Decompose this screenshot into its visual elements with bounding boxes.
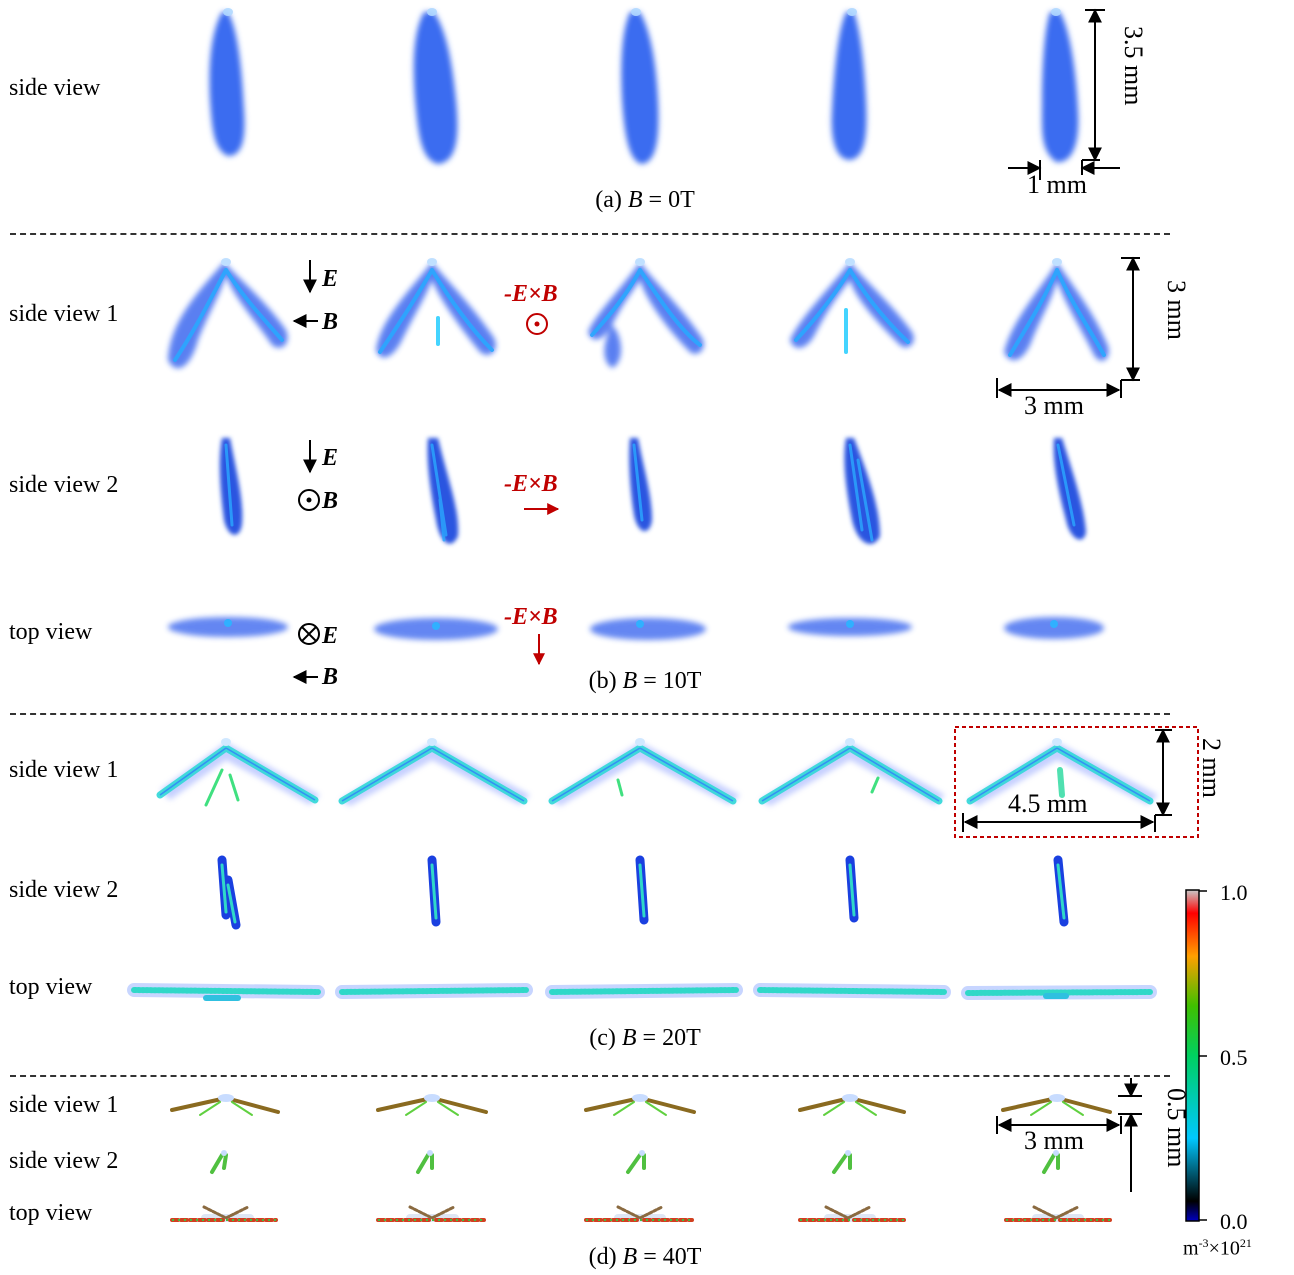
row-label-d-top-view: top view <box>9 1200 93 1226</box>
row-label-a-side-view: side view <box>9 75 101 101</box>
caption-b: (b) B = 10T <box>588 668 702 694</box>
panel-b-side2-plumes <box>219 438 1086 544</box>
field-label-exb-top: -E×B <box>504 604 558 630</box>
colorbar <box>1185 889 1207 1222</box>
field-label-b-top: B <box>322 664 339 690</box>
panel-b-top-plumes <box>168 617 1104 640</box>
row-label-c-top-view: top view <box>9 974 93 1000</box>
colorbar-max-label: 1.0 <box>1220 880 1248 905</box>
panel-d-top-plumes <box>170 1205 1112 1222</box>
field-label-exb-side2: -E×B <box>504 471 558 497</box>
panel-b-field-arrows <box>292 260 560 684</box>
panel-a-plumes <box>209 8 1079 164</box>
separator-c-d <box>10 1075 1170 1077</box>
colorbar-min-label: 0.0 <box>1220 1209 1248 1234</box>
panel-b-side1-plumes <box>168 258 1109 369</box>
row-label-c-side-view-1: side view 1 <box>9 757 119 783</box>
field-label-e-top: E <box>322 623 339 649</box>
dimension-c-width: 4.5 mm <box>1008 789 1088 818</box>
panel-d-dimension-lines <box>996 1078 1142 1192</box>
panel-a-dimension-lines <box>1008 8 1120 180</box>
row-label-d-side-view-2: side view 2 <box>9 1148 119 1174</box>
row-label-b-top-view: top view <box>9 619 93 645</box>
field-label-b-side1: B <box>322 309 339 335</box>
panel-b-dimension-lines <box>996 256 1140 398</box>
panel-c-highlight-box <box>954 726 1199 838</box>
row-label-d-side-view-1: side view 1 <box>9 1092 119 1118</box>
caption-c: (c) B = 20T <box>589 1025 701 1051</box>
row-label-b-side-view-1: side view 1 <box>9 301 119 327</box>
field-label-exb-side1: -E×B <box>504 281 558 307</box>
row-label-c-side-view-2: side view 2 <box>9 877 119 903</box>
panel-c-side2-plumes <box>217 855 1069 930</box>
caption-a: (a) B = 0T <box>595 187 695 213</box>
field-label-e-side1: E <box>322 266 339 292</box>
field-label-e-side2: E <box>322 445 339 471</box>
caption-d: (d) B = 40T <box>588 1244 702 1270</box>
colorbar-unit-label: m-3×1021 <box>1183 1236 1252 1260</box>
row-label-b-side-view-2: side view 2 <box>9 472 119 498</box>
panel-c-top-plumes <box>127 983 1157 1001</box>
colorbar-mid-label: 0.5 <box>1220 1045 1248 1070</box>
separator-b-c <box>10 713 1170 715</box>
separator-a-b <box>10 233 1170 235</box>
panel-d-side2-plumes <box>210 1150 1060 1174</box>
panel-c-side1-plumes <box>156 738 1158 807</box>
panel-d-side1-plumes <box>170 1094 1112 1116</box>
field-label-b-side2: B <box>322 488 339 514</box>
